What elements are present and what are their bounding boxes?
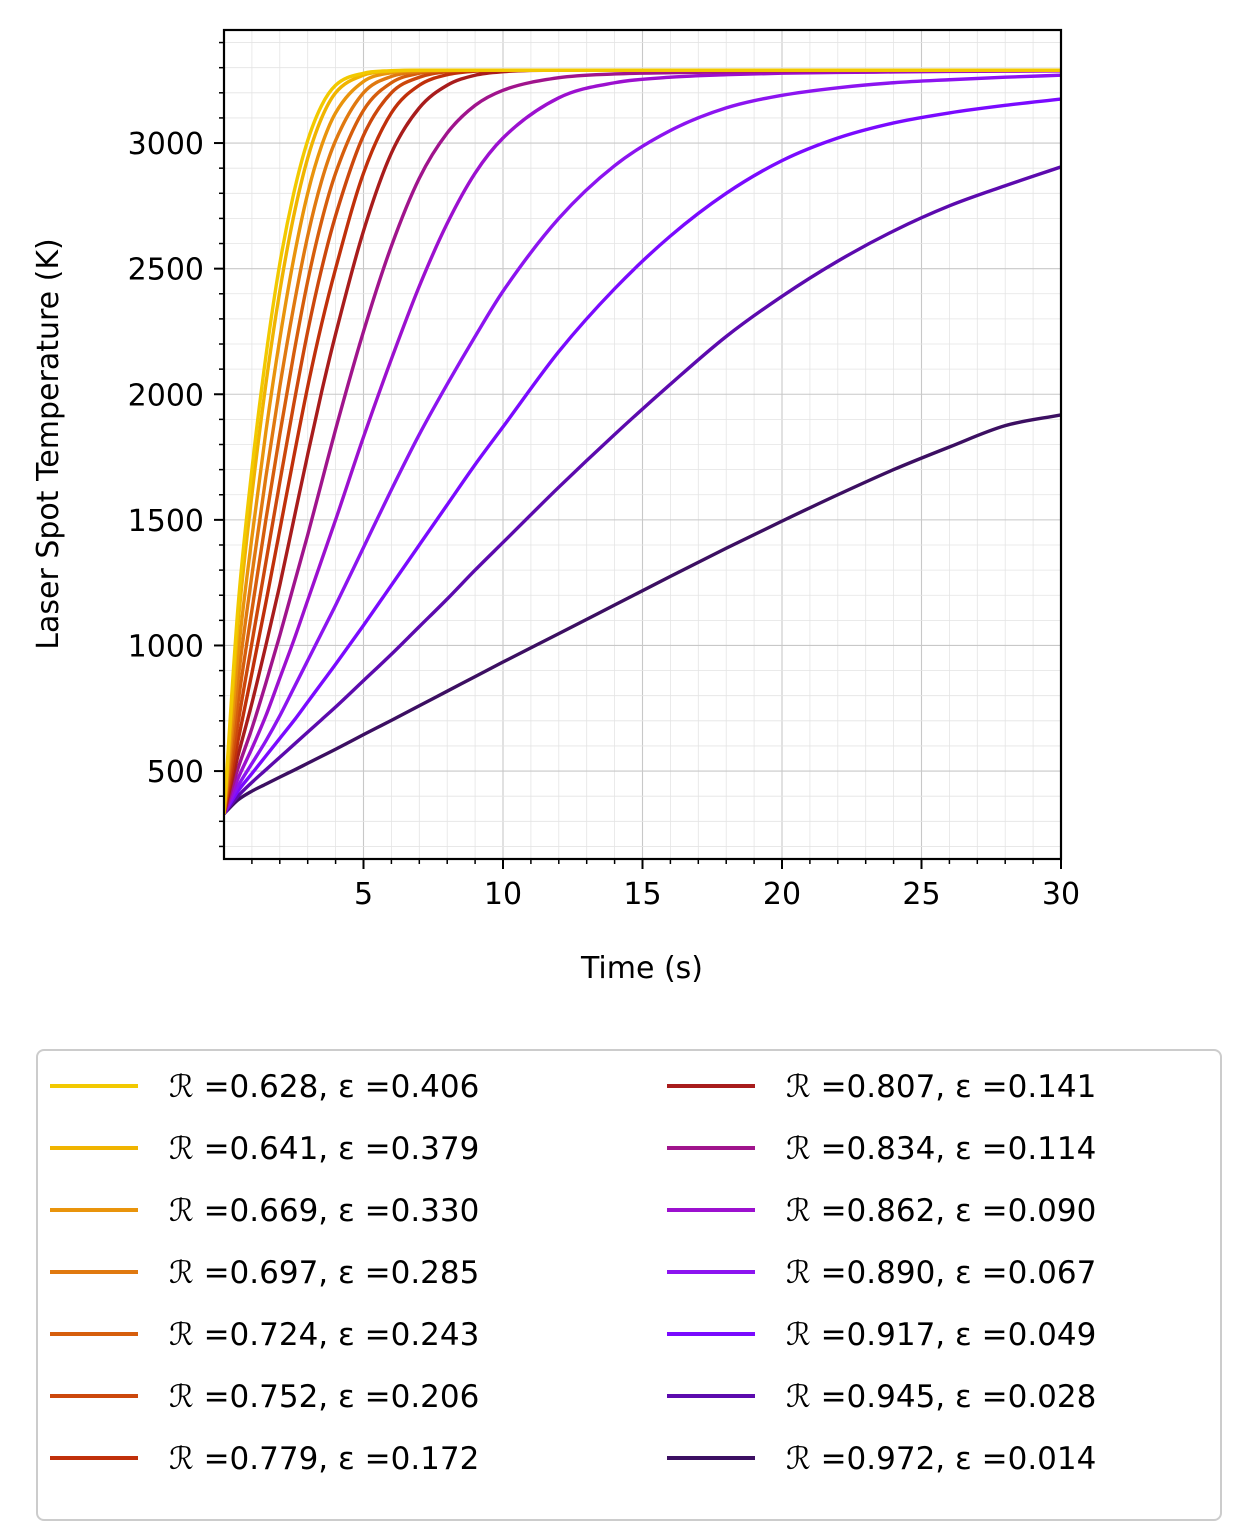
y-tick-label: 1500 (128, 504, 204, 539)
legend-label: ℛ =0.862, ε =0.090 (786, 1193, 1096, 1229)
y-tick-label: 2000 (128, 378, 204, 413)
legend-entry: ℛ =0.724, ε =0.243 (50, 1317, 479, 1353)
legend-label: ℛ =0.641, ε =0.379 (169, 1131, 479, 1167)
x-tick-label: 25 (902, 877, 940, 912)
legend-label: ℛ =0.697, ε =0.285 (169, 1255, 479, 1291)
legend-box (36, 1049, 1222, 1521)
y-tick-label: 500 (147, 755, 204, 790)
legend-label: ℛ =0.917, ε =0.049 (786, 1317, 1096, 1353)
legend-entry: ℛ =0.945, ε =0.028 (667, 1379, 1096, 1415)
legend-entries: ℛ =0.628, ε =0.406 ℛ =0.641, ε =0.379 ℛ =0… (50, 1069, 1096, 1477)
legend-entry: ℛ =0.779, ε =0.172 (50, 1441, 479, 1477)
legend-label: ℛ =0.628, ε =0.406 (169, 1069, 479, 1105)
legend-label: ℛ =0.724, ε =0.243 (169, 1317, 479, 1353)
y-tick-label: 2500 (128, 253, 204, 288)
legend-entry: ℛ =0.917, ε =0.049 (667, 1317, 1096, 1353)
legend-label: ℛ =0.669, ε =0.330 (169, 1193, 479, 1229)
legend-label: ℛ =0.890, ε =0.067 (786, 1255, 1096, 1291)
legend-label: ℛ =0.945, ε =0.028 (786, 1379, 1096, 1415)
legend-entry: ℛ =0.862, ε =0.090 (667, 1193, 1096, 1229)
legend-entry: ℛ =0.972, ε =0.014 (667, 1441, 1096, 1477)
series-line (224, 165, 1061, 815)
legend-label: ℛ =0.807, ε =0.141 (786, 1069, 1096, 1105)
y-tick-label: 3000 (128, 127, 204, 162)
series-line (224, 413, 1061, 815)
x-tick-label: 20 (763, 877, 801, 912)
y-axis-label: Laser Spot Temperature (K) (31, 238, 66, 649)
x-tick-label: 10 (484, 877, 522, 912)
legend-label: ℛ =0.972, ε =0.014 (786, 1441, 1096, 1477)
series-line (224, 68, 1061, 814)
series-line (224, 73, 1061, 815)
x-tick-label: 30 (1042, 877, 1080, 912)
legend-label: ℛ =0.779, ε =0.172 (169, 1441, 479, 1477)
x-axis-label: Time (s) (580, 951, 703, 986)
legend-entry: ℛ =0.807, ε =0.141 (667, 1069, 1096, 1105)
x-tick-label: 5 (354, 877, 373, 912)
series-lines (224, 68, 1061, 815)
legend-entry: ℛ =0.628, ε =0.406 (50, 1069, 479, 1105)
series-line (224, 97, 1061, 815)
legend-entry: ℛ =0.641, ε =0.379 (50, 1131, 479, 1167)
legend: ℛ =0.628, ε =0.406 ℛ =0.641, ε =0.379 ℛ =0… (36, 1049, 1222, 1521)
legend-entry: ℛ =0.752, ε =0.206 (50, 1379, 479, 1415)
grid (224, 30, 1062, 859)
x-tick-label: 15 (623, 877, 661, 912)
legend-entry: ℛ =0.890, ε =0.067 (667, 1255, 1096, 1291)
legend-entry: ℛ =0.697, ε =0.285 (50, 1255, 479, 1291)
y-tick-label: 1000 (128, 629, 204, 664)
legend-label: ℛ =0.752, ε =0.206 (169, 1379, 479, 1415)
axis-ticks: 5 10 15 20 25 30 500 1000 1500 2000 2500 3000 (128, 41, 1080, 912)
legend-entry: ℛ =0.669, ε =0.330 (50, 1193, 479, 1229)
legend-label: ℛ =0.834, ε =0.114 (786, 1131, 1096, 1167)
legend-entry: ℛ =0.834, ε =0.114 (667, 1131, 1096, 1167)
